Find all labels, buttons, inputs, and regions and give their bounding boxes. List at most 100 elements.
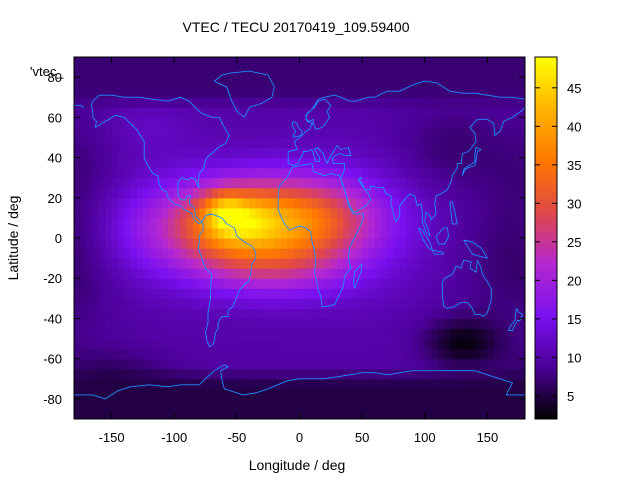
heat-cell — [149, 288, 157, 299]
heat-cell — [249, 288, 257, 299]
heat-cell — [305, 77, 313, 88]
heat-cell — [193, 298, 200, 309]
heat-cell — [99, 388, 106, 400]
heat-cell — [218, 358, 225, 370]
heat-cell — [418, 318, 426, 330]
heat-cell — [136, 197, 144, 209]
heat-cell — [142, 167, 150, 179]
heat-cell — [249, 227, 257, 239]
colorbar-tick-label: 40 — [567, 119, 581, 134]
heat-cell — [443, 77, 451, 88]
heat-cell — [249, 177, 257, 189]
heat-cell — [387, 318, 395, 330]
heat-cell — [211, 258, 219, 269]
heat-cell — [174, 288, 182, 299]
heat-cell — [324, 137, 332, 149]
heat-cell — [355, 368, 363, 380]
heat-cell — [399, 117, 407, 128]
heat-cell — [299, 227, 307, 239]
heat-cell — [299, 238, 307, 249]
heat-cell — [261, 67, 269, 78]
heat-cell — [462, 258, 470, 269]
heat-cell — [186, 388, 194, 400]
heat-cell — [343, 57, 351, 68]
heat-cell — [506, 117, 514, 128]
heat-cell — [456, 67, 463, 78]
colorbar-segment — [535, 250, 557, 254]
heat-cell — [74, 147, 81, 159]
heat-cell — [418, 137, 426, 149]
heat-cell — [142, 388, 150, 400]
heat-cell — [343, 187, 351, 199]
heat-cell — [142, 338, 150, 350]
heat-cell — [224, 408, 232, 419]
heat-cell — [362, 318, 369, 330]
heat-cell — [130, 197, 138, 209]
heat-cell — [343, 77, 351, 88]
heat-cell — [349, 298, 357, 309]
heat-cell — [99, 368, 106, 380]
heat-cell — [299, 67, 307, 78]
heat-cell — [186, 238, 194, 249]
heat-cell — [431, 238, 438, 249]
coastline-eurasia — [287, 80, 525, 164]
colorbar-segment — [535, 192, 557, 197]
heat-cell — [362, 408, 369, 419]
heat-cell — [261, 308, 269, 320]
heat-cell — [199, 338, 207, 350]
heat-cell — [236, 358, 244, 370]
heat-cell — [318, 207, 326, 219]
heat-cell — [167, 368, 175, 380]
heat-cell — [105, 117, 113, 128]
colorbar-segment — [535, 328, 557, 333]
coastline-borneo — [435, 227, 450, 245]
heat-cell — [161, 227, 169, 239]
heat-cell — [405, 117, 413, 128]
heat-cell — [99, 378, 106, 390]
heat-cell — [474, 338, 482, 350]
heat-cell — [330, 318, 338, 330]
heat-cell — [174, 167, 182, 179]
heat-cell — [205, 358, 213, 370]
heat-cell — [199, 197, 207, 209]
heat-cell — [236, 378, 244, 390]
colorbar-segment — [535, 322, 557, 326]
heat-cell — [456, 358, 463, 370]
heat-cell — [92, 97, 100, 108]
heat-cell — [130, 398, 138, 410]
heat-cell — [105, 278, 113, 289]
heat-cell — [236, 338, 244, 350]
heat-cell — [186, 368, 194, 380]
heat-cell — [205, 207, 213, 219]
heat-cell — [431, 227, 438, 239]
heat-cell — [274, 348, 282, 360]
heat-cell — [487, 167, 495, 179]
heat-cell — [218, 348, 225, 360]
heat-cell — [99, 167, 106, 179]
colorbar-segment — [535, 96, 557, 100]
heat-cell — [155, 197, 163, 209]
heat-cell — [462, 358, 470, 370]
heat-cell — [193, 87, 200, 98]
heat-cell — [468, 157, 476, 169]
heat-cell — [499, 348, 507, 360]
heat-cell — [236, 398, 244, 410]
heat-cell — [443, 197, 451, 209]
heat-cell — [380, 167, 388, 179]
heat-cell — [167, 117, 175, 128]
heat-cell — [518, 278, 525, 289]
colorbar-segment — [535, 123, 557, 127]
heat-cell — [387, 238, 395, 249]
colorbar-segment — [535, 213, 557, 218]
heat-cell — [111, 127, 119, 139]
heat-cell — [268, 398, 276, 410]
heat-cell — [437, 338, 445, 350]
heat-cell — [243, 308, 250, 320]
heat-cell — [374, 127, 382, 139]
heat-cell — [468, 57, 476, 68]
heat-cell — [512, 278, 520, 289]
heat-cell — [280, 87, 288, 98]
heat-cell — [393, 197, 401, 209]
heat-cell — [493, 398, 501, 410]
heat-cell — [255, 298, 263, 309]
